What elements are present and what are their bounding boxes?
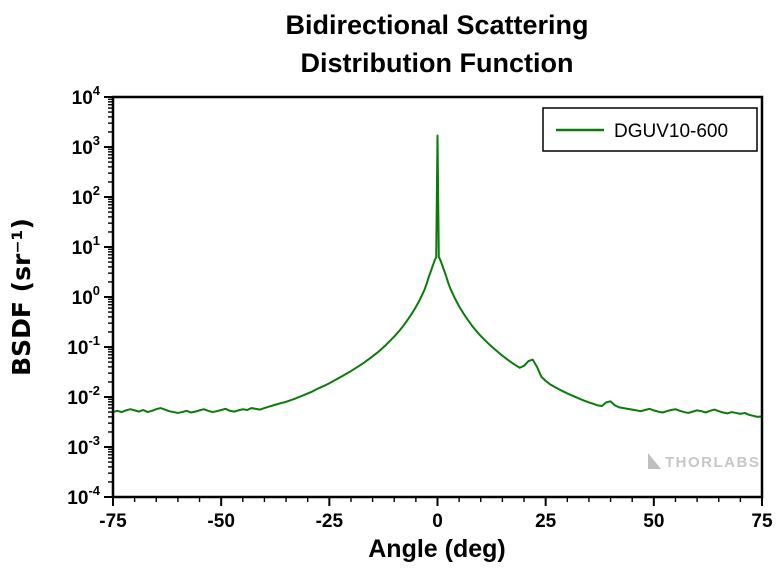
x-tick-label: -50: [207, 511, 234, 532]
chart-title-line1: Bidirectional Scattering: [285, 10, 588, 40]
axis-ticks: -75 -50 -25 0 25 50 75 104 103 102 101 100 10-1 10-2 1…: [67, 83, 773, 532]
x-tick-label: 75: [751, 511, 773, 532]
y-tick-label: 103: [72, 133, 100, 159]
x-tick-label: -75: [99, 511, 127, 532]
y-tick-label: 104: [72, 83, 101, 109]
x-tick-label: 50: [643, 511, 664, 532]
data-series: [112, 134, 763, 418]
thorlabs-triangle-icon: [648, 453, 661, 469]
x-tick-label: 25: [535, 511, 557, 532]
y-tick-label: 102: [72, 183, 100, 209]
x-tick-label: 0: [432, 511, 443, 532]
y-tick-label: 100: [72, 283, 100, 309]
y-tick-label: 10-2: [67, 383, 100, 409]
y-tick-label: 10-1: [67, 333, 100, 359]
y-tick-label: 101: [72, 233, 100, 259]
legend: DGUV10-600: [542, 107, 758, 152]
y-tick-label: 10-3: [67, 433, 100, 459]
legend-label: DGUV10-600: [614, 121, 728, 142]
watermark-text: THORLABS: [665, 454, 760, 471]
x-tick-label: -25: [316, 511, 344, 532]
y-axis-title: BSDF (sr⁻¹): [7, 218, 36, 376]
chart-title-line2: Distribution Function: [301, 48, 574, 78]
x-axis-title: Angle (deg): [368, 535, 506, 563]
plot-frame: [111, 95, 764, 499]
y-tick-label: 10-4: [67, 483, 100, 509]
watermark: THORLABS: [648, 453, 760, 471]
data-series-line: [112, 134, 763, 418]
